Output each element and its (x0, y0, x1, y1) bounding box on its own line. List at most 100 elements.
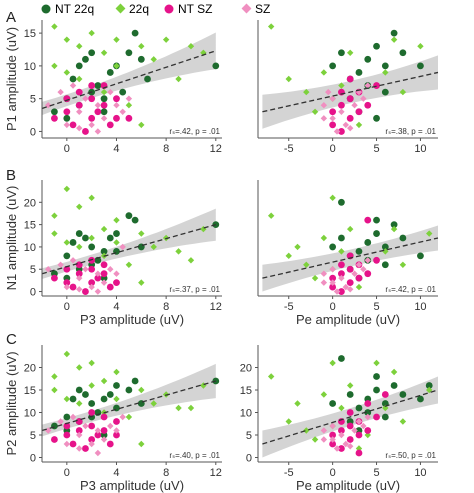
data-point (63, 279, 71, 287)
x-tick-label: -5 (284, 301, 294, 313)
x-tick-label: 8 (163, 301, 169, 313)
data-point (355, 261, 363, 268)
data-point (338, 270, 345, 278)
legend-label-sz: SZ (255, 2, 270, 16)
data-point (425, 382, 433, 389)
correlation-annotation: rₛ=.37, p = .01 (169, 285, 220, 294)
data-point (338, 82, 345, 89)
data-point (94, 128, 102, 135)
x-tick-label: 0 (330, 301, 336, 313)
data-point (373, 82, 380, 89)
data-point (338, 445, 345, 452)
data-point (100, 225, 108, 233)
data-point (88, 114, 96, 122)
x-tick-label: 5 (373, 301, 379, 313)
data-point (294, 400, 301, 407)
data-point (63, 185, 71, 193)
regression-line (262, 237, 439, 279)
data-point (113, 239, 120, 246)
data-point (346, 391, 354, 398)
data-point (113, 102, 120, 109)
y-tick-label: 10 (24, 242, 36, 254)
data-point (417, 395, 424, 403)
data-point (175, 248, 182, 255)
data-point (346, 114, 354, 122)
data-point (373, 114, 380, 122)
data-point (69, 82, 77, 89)
data-point (138, 121, 145, 129)
data-point (75, 270, 83, 278)
data-point (113, 382, 120, 389)
x-tick-label: 5 (373, 143, 379, 155)
data-point (381, 243, 389, 251)
data-point (329, 283, 337, 291)
data-point (88, 382, 95, 389)
x-tick-label: -5 (284, 143, 294, 155)
data-point (113, 216, 120, 224)
data-point (113, 36, 120, 43)
data-point (51, 386, 58, 394)
data-point (373, 42, 380, 50)
series-nt-sz (51, 409, 120, 452)
series-sz (45, 243, 126, 295)
data-point (342, 440, 350, 448)
data-point (88, 95, 96, 103)
data-point (338, 355, 345, 362)
data-point (364, 257, 371, 264)
panel-2: -5 0 5 10 rₛ=.38, p = .01 (257, 20, 439, 155)
data-point (355, 69, 363, 76)
data-point (399, 49, 407, 57)
y-tick-label: 15 (240, 385, 252, 397)
confidence-band (42, 363, 216, 437)
data-point (351, 102, 358, 109)
data-point (390, 382, 398, 389)
confidence-band (42, 208, 216, 279)
data-point (329, 266, 336, 273)
data-point (329, 121, 337, 129)
legend-marker-sz (241, 3, 252, 14)
panel-letter: C (6, 331, 17, 348)
data-point (107, 266, 114, 273)
x-axis-label: Pe amplitude (uV) (296, 312, 400, 327)
data-point (131, 29, 139, 37)
data-point (76, 203, 83, 210)
data-point (187, 404, 195, 412)
data-point (320, 436, 328, 443)
x-tick-label: 10 (414, 301, 426, 313)
y-axis-label: P1 amplitude (uV) (4, 27, 19, 131)
data-point (88, 49, 96, 57)
data-point (364, 216, 372, 224)
data-point (338, 288, 345, 295)
data-point (45, 427, 52, 434)
data-point (125, 413, 133, 421)
y-tick-label: 5 (246, 430, 252, 442)
y-tick-label: 15 (24, 220, 36, 232)
data-point (69, 257, 77, 264)
data-point (51, 62, 58, 70)
data-point (75, 101, 83, 109)
data-point (106, 283, 114, 291)
x-axis-label: P3 amplitude (uV) (80, 312, 184, 327)
data-point (346, 124, 354, 132)
data-point (338, 128, 345, 135)
regression-line (41, 50, 216, 110)
data-point (346, 382, 354, 389)
data-point (320, 270, 328, 277)
data-point (94, 288, 102, 295)
data-point (82, 422, 89, 430)
data-point (373, 359, 380, 367)
data-point (88, 279, 96, 287)
data-point (113, 230, 120, 237)
data-point (329, 422, 336, 430)
data-point (346, 49, 354, 56)
panel-letter: A (6, 9, 16, 26)
data-point (63, 114, 71, 122)
data-point (69, 413, 77, 421)
data-point (329, 108, 337, 116)
y-tick-label: 10 (24, 61, 36, 73)
data-point (364, 82, 371, 89)
data-point (329, 62, 337, 70)
data-point (381, 62, 389, 70)
series-nt-sz (51, 256, 120, 295)
